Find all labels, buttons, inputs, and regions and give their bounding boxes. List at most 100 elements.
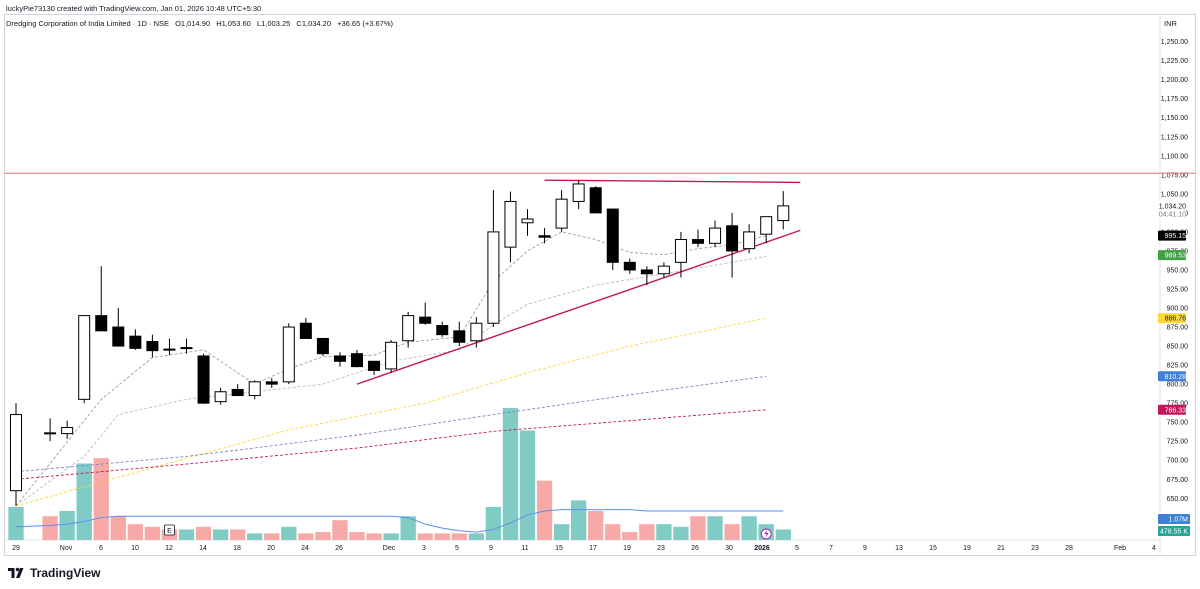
candle-body <box>44 432 57 435</box>
x-tick-label: 26 <box>691 545 699 552</box>
x-tick-label: 3 <box>422 545 426 552</box>
volume-bar <box>502 408 519 540</box>
volume-bar <box>775 529 791 540</box>
price-axis-badge <box>1158 250 1186 261</box>
x-tick-label: 15 <box>555 545 563 552</box>
price-axis-badge-label: 04:41:10 <box>1159 212 1186 219</box>
volume-bar <box>281 526 297 540</box>
volume-bar <box>485 507 502 540</box>
x-tick-label: 20 <box>267 545 275 552</box>
x-tick-label: 14 <box>199 545 207 552</box>
volume-bar <box>690 516 706 540</box>
x-tick-label: 9 <box>863 545 867 552</box>
volume-bar <box>264 533 280 540</box>
x-tick-label: 6 <box>99 545 103 552</box>
volume-bar <box>110 516 126 540</box>
candle-body <box>589 187 602 214</box>
x-tick-label: 9 <box>489 545 493 552</box>
ascending-trendline <box>356 229 801 385</box>
candle-body <box>385 341 398 370</box>
x-tick-label: 7 <box>829 545 833 552</box>
candle-body <box>61 427 74 435</box>
x-tick-label: Nov <box>60 545 73 552</box>
candle-body <box>112 326 125 347</box>
moving-average-line-5 <box>15 409 767 480</box>
y-tick-label: 900.00 <box>1167 306 1189 313</box>
y-tick-label: 1,225.00 <box>1161 58 1188 65</box>
volume-axis-badge-label: 1.07M <box>1169 517 1189 524</box>
candle-body <box>282 326 295 383</box>
candle-body <box>640 269 653 275</box>
volume-bar <box>127 524 144 540</box>
tradingview-logo-icon <box>8 567 24 578</box>
price-axis-badge <box>1158 404 1186 415</box>
ohlc-open: O1,014.90 <box>175 19 211 28</box>
x-tick-label: Dec <box>383 545 396 552</box>
candle-body <box>726 225 739 252</box>
volume-bar <box>536 480 553 540</box>
symbol-name[interactable]: Dredging Corporation of India Limited · … <box>6 19 169 28</box>
price-axis-badge-label: 810.28 <box>1165 374 1187 381</box>
x-tick-label: 15 <box>929 545 937 552</box>
volume-bar <box>229 529 246 540</box>
volume-bar <box>332 520 348 540</box>
candle-body <box>231 388 244 397</box>
y-tick-label: 725.00 <box>1167 439 1189 446</box>
candle-body <box>197 355 210 404</box>
chart-frame <box>4 14 1196 556</box>
candle-body <box>760 216 773 235</box>
price-axis-badge <box>1158 200 1186 211</box>
candle-body <box>743 231 756 250</box>
volume-axis-badge-label: 478.55 K <box>1160 529 1188 536</box>
volume-bar <box>639 524 655 540</box>
x-tick-label: 17 <box>589 545 597 552</box>
x-tick-label: 12 <box>165 545 173 552</box>
volume-bar <box>42 516 58 540</box>
volume-bar <box>605 524 621 540</box>
candle-body <box>402 315 415 342</box>
volume-bar <box>144 526 161 540</box>
volume-bar <box>247 533 263 540</box>
x-tick-label: Feb <box>1114 545 1126 552</box>
y-tick-label: 925.00 <box>1167 286 1189 293</box>
x-tick-label: 10 <box>131 545 139 552</box>
candle-body <box>709 227 722 244</box>
volume-moving-average <box>15 509 784 533</box>
x-tick-label: 26 <box>335 545 343 552</box>
price-axis-badge <box>1158 209 1186 220</box>
x-tick-label: 11 <box>521 545 528 552</box>
tradingview-footer: TradingView <box>8 565 100 581</box>
x-tick-label: 23 <box>657 545 665 552</box>
volume-bar <box>741 516 757 540</box>
x-tick-label: 24 <box>301 545 309 552</box>
candle-body <box>316 337 329 355</box>
candle-body <box>419 316 432 324</box>
volume-bar <box>59 510 75 540</box>
currency-label: INR <box>1164 19 1178 28</box>
x-tick-label: 30 <box>725 545 733 552</box>
volume-bar <box>570 500 587 540</box>
y-tick-label: 1,125.00 <box>1161 134 1188 141</box>
x-tick-label: 5 <box>795 545 799 552</box>
x-tick-label: 5 <box>455 545 459 552</box>
ohlc-low: L1,003.25 <box>256 19 291 28</box>
volume-bar <box>434 533 450 540</box>
volume-bar <box>622 532 638 540</box>
price-axis-badge <box>1158 313 1186 324</box>
volume-bar <box>468 533 485 540</box>
x-tick-label: 29 <box>12 545 20 552</box>
candle-body <box>487 231 500 324</box>
volume-bar <box>195 526 212 540</box>
candle-body <box>351 353 363 368</box>
x-tick-label: 2026 <box>754 545 770 552</box>
tradingview-logo-text: TradingView <box>30 566 101 580</box>
volume-bar <box>178 529 195 540</box>
y-tick-label: 825.00 <box>1167 363 1189 370</box>
moving-average-line-3 <box>15 317 767 507</box>
volume-bar <box>349 532 365 540</box>
lightning-glyph-icon <box>764 530 769 538</box>
candle-body <box>657 265 670 275</box>
volume-bar <box>673 526 689 540</box>
candle-body <box>777 205 790 222</box>
